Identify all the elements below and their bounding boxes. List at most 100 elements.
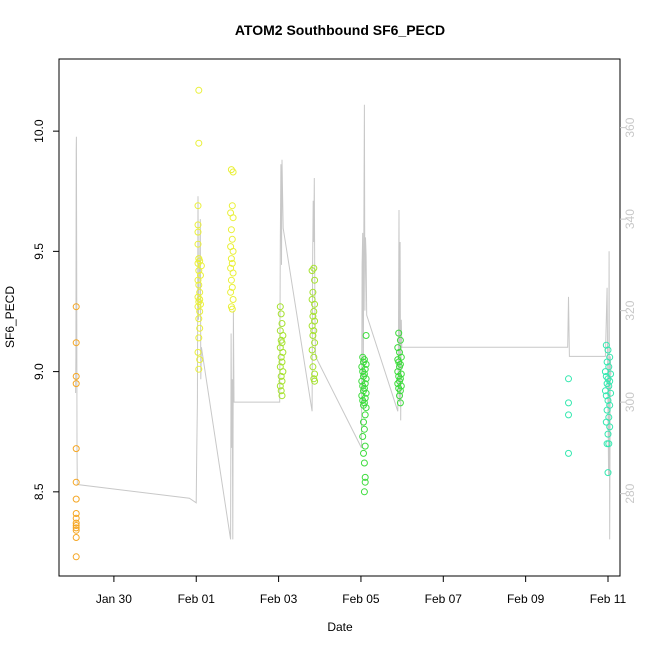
data-point <box>277 353 285 361</box>
data-point <box>396 399 404 407</box>
data-point <box>194 276 202 284</box>
data-point <box>310 327 318 335</box>
data-point <box>362 404 370 412</box>
plot-frame <box>58 58 621 577</box>
x-tick-label: Feb 09 <box>507 592 545 606</box>
data-point <box>565 449 572 457</box>
y2-series-line <box>75 104 612 540</box>
data-point <box>277 387 285 395</box>
data-point <box>278 377 286 385</box>
data-point <box>277 372 285 380</box>
data-point <box>72 445 80 453</box>
x-tick-label: Feb 07 <box>425 592 463 606</box>
y-tick-label: 9.5 <box>32 243 46 260</box>
chart-title: ATOM2 Southbound SF6_PECD <box>235 22 445 38</box>
data-point <box>278 358 286 366</box>
data-point <box>72 303 80 311</box>
data-point <box>605 440 613 448</box>
data-point <box>309 312 317 320</box>
x-tick-label: Jan 30 <box>96 592 132 606</box>
data-point <box>311 300 319 308</box>
data-point <box>228 259 236 267</box>
y-axis-label: SF6_PECD <box>3 286 17 348</box>
data-point <box>604 346 612 354</box>
data-point <box>278 392 286 400</box>
data-point <box>396 363 403 371</box>
y2-tick-label: 300 <box>623 392 637 412</box>
data-point <box>362 332 370 339</box>
data-point <box>360 459 368 467</box>
y2-axis: 280 300 320 340 360 <box>620 117 637 504</box>
data-point <box>279 332 287 339</box>
data-point <box>602 341 610 349</box>
data-point <box>309 332 317 339</box>
data-point <box>72 524 80 532</box>
data-point <box>276 382 284 390</box>
data-point <box>72 514 80 522</box>
data-point <box>311 370 319 378</box>
data-point <box>604 469 612 477</box>
data-point <box>310 308 318 315</box>
data-point <box>602 392 610 400</box>
data-point <box>311 377 319 385</box>
data-point <box>229 269 237 277</box>
data-point <box>228 235 236 243</box>
data-point <box>228 283 236 291</box>
y2-tick-label: 320 <box>623 300 637 320</box>
data-point <box>229 168 237 176</box>
data-point <box>604 397 612 404</box>
data-point <box>359 433 367 440</box>
data-point <box>228 305 236 313</box>
data-point <box>194 303 202 311</box>
data-point <box>361 442 369 450</box>
data-point <box>229 214 237 222</box>
data-point <box>276 303 284 311</box>
data-point <box>360 449 367 457</box>
y-axis: 8.5 9.0 9.5 10.0 <box>32 119 59 500</box>
data-point <box>361 478 369 486</box>
data-point <box>310 353 318 361</box>
x-tick-label: Feb 03 <box>260 592 298 606</box>
data-point <box>394 344 402 352</box>
data-point <box>396 387 404 395</box>
data-point <box>72 372 80 380</box>
data-point <box>360 488 368 496</box>
data-point <box>565 375 572 383</box>
y2-tick-label: 360 <box>623 117 637 137</box>
data-point <box>565 399 572 407</box>
data-point <box>396 348 403 356</box>
data-point <box>194 228 202 236</box>
data-point <box>227 276 235 284</box>
data-point <box>309 363 317 371</box>
data-point <box>603 358 611 366</box>
data-point <box>602 418 610 426</box>
data-point <box>195 267 203 275</box>
data-point <box>361 473 369 481</box>
data-point <box>194 202 202 210</box>
data-point <box>360 425 368 433</box>
data-point <box>279 348 287 356</box>
point-layer <box>72 86 615 561</box>
data-point <box>278 339 286 347</box>
data-point <box>361 411 369 419</box>
data-point <box>565 411 572 419</box>
data-point <box>194 240 202 248</box>
data-point <box>277 310 285 318</box>
y2-line-layer <box>75 104 612 540</box>
data-point <box>227 226 235 234</box>
data-point <box>396 336 404 344</box>
data-point <box>195 365 203 373</box>
data-point <box>72 380 80 388</box>
x-tick-label: Feb 01 <box>178 592 216 606</box>
data-point <box>311 339 319 347</box>
data-point <box>604 430 612 438</box>
y-tick-label: 9.0 <box>32 363 46 380</box>
y2-tick-label: 280 <box>623 483 637 503</box>
y2-tick-label: 340 <box>623 209 637 229</box>
data-point <box>72 522 80 529</box>
data-point <box>196 308 204 315</box>
data-point <box>394 380 402 388</box>
data-point <box>72 495 80 503</box>
data-point <box>195 315 203 323</box>
